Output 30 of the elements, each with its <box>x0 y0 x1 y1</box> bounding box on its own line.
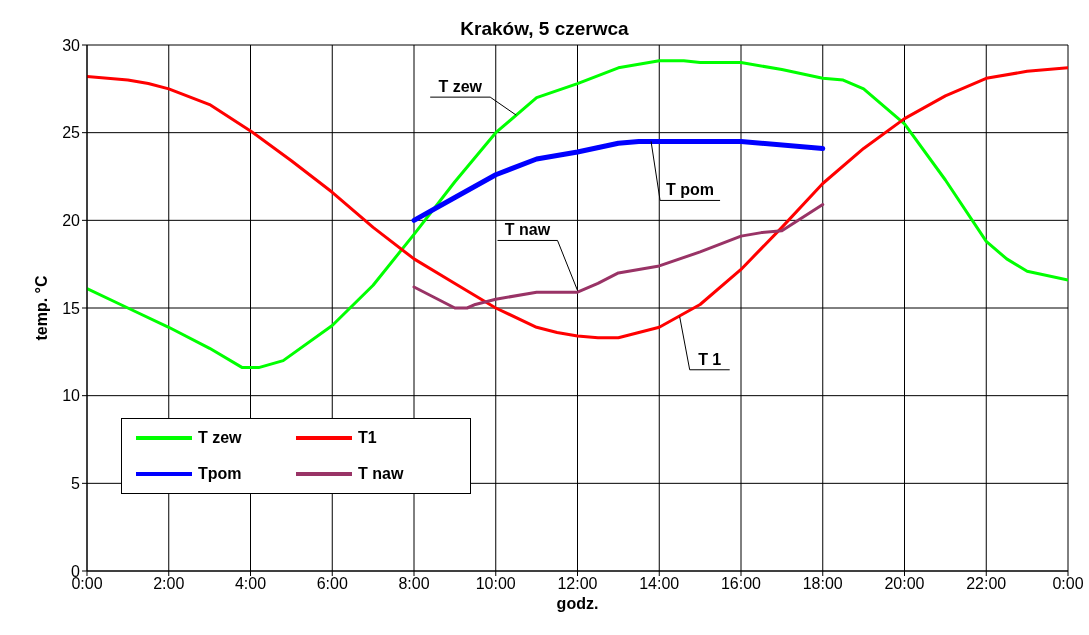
x-tick-label: 2:00 <box>153 575 185 593</box>
x-tick-label: 14:00 <box>639 575 680 593</box>
x-tick-label: 20:00 <box>884 575 925 593</box>
chart-title: Kraków, 5 czerwca <box>460 18 629 39</box>
x-tick-label: 6:00 <box>316 575 348 593</box>
legend-label: Tpom <box>198 465 242 483</box>
x-tick-label: 12:00 <box>557 575 598 593</box>
annotation: T zew <box>438 78 483 96</box>
x-tick-label: 22:00 <box>966 575 1007 593</box>
y-axis-title: temp. °C <box>32 275 50 341</box>
annotation: T naw <box>504 221 551 239</box>
y-tick-label: 25 <box>62 124 81 142</box>
y-tick-label: 10 <box>62 387 81 405</box>
x-tick-label: 16:00 <box>720 575 762 593</box>
annotation: T pom <box>666 181 715 199</box>
legend-label: T naw <box>358 465 404 483</box>
x-axis-title: godz. <box>556 595 599 612</box>
y-tick-label: 20 <box>62 212 81 230</box>
y-tick-label: 15 <box>62 299 81 317</box>
legend-label: T zew <box>198 429 242 447</box>
annotation: T 1 <box>698 350 722 368</box>
line-series <box>412 203 825 310</box>
x-tick-label: 8:00 <box>398 575 430 593</box>
legend-label: T1 <box>358 429 377 447</box>
x-tick-label: 4:00 <box>234 575 267 593</box>
y-tick-label: 5 <box>71 475 81 493</box>
x-tick-label: 10:00 <box>475 575 516 593</box>
x-tick-label: 18:00 <box>802 575 843 593</box>
x-tick-label: 0:00 <box>1052 575 1084 593</box>
y-tick-label: 30 <box>62 36 81 54</box>
